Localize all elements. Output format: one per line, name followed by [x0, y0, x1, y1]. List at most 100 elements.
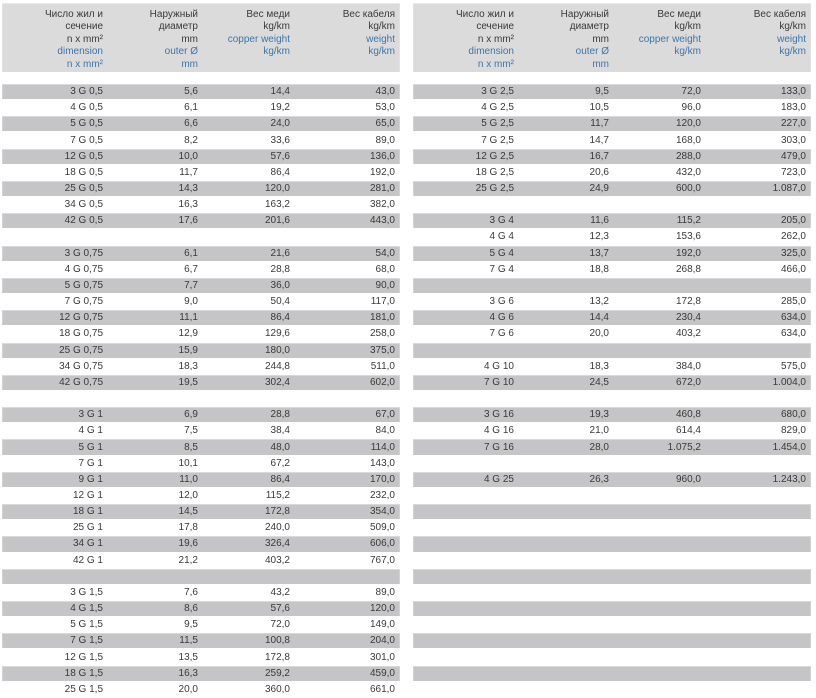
cell-outer-diameter: 10,0 [178, 150, 198, 162]
table-row: 7 G 10 24,5 672,0 1.004,0 [413, 374, 811, 391]
table-header: Число жил и сечение n x mm² dimension n x mm… [2, 3, 400, 72]
table-row: 5 G 2,5 11,7 120,0 227,0 [413, 116, 811, 133]
cell-copper-weight: 21,6 [270, 247, 290, 259]
cell-copper-weight: 302,4 [264, 376, 290, 388]
cell-outer-diameter: 21,0 [589, 425, 609, 437]
header-label-ru: kg/km [368, 21, 395, 33]
empty-row [413, 601, 811, 618]
table-header: Число жил и сечение n x mm² dimension n x mm… [413, 3, 811, 72]
cell-cable-weight: 303,0 [780, 134, 806, 146]
header-label-en: n x mm² [477, 58, 514, 70]
table-row: 42 G 0,75 19,5 302,4 602,0 [2, 374, 400, 391]
cell-cable-weight: 680,0 [780, 409, 806, 421]
header-label-ru: сечение [476, 21, 514, 33]
cell-copper-weight: 460,8 [675, 409, 701, 421]
cell-outer-diameter: 20,6 [589, 166, 609, 178]
cell-copper-weight: 168,0 [675, 134, 701, 146]
cell-outer-diameter: 6,7 [184, 263, 198, 275]
table-row: 25 G 2,5 24,9 600,0 1.087,0 [413, 180, 811, 198]
cell-copper-weight: 86,4 [270, 473, 290, 485]
cell-outer-diameter: 14,4 [589, 312, 609, 324]
cell-cable-weight: 120,0 [369, 603, 395, 615]
table-row: 4 G 10 18,3 384,0 575,0 [413, 359, 811, 375]
table-row: 34 G 1 19,6 326,4 606,0 [2, 536, 400, 553]
cell-cable-weight: 1.004,0 [772, 376, 806, 388]
cell-dimension: 7 G 2,5 [481, 134, 514, 146]
header-label-en: kg/km [674, 46, 701, 58]
cell-dimension: 7 G 4 [489, 263, 514, 275]
cell-outer-diameter: 6,9 [184, 409, 198, 421]
table-row: 4 G 6 14,4 230,4 634,0 [413, 310, 811, 327]
cell-cable-weight: 511,0 [370, 360, 395, 372]
cell-outer-diameter: 24,9 [589, 183, 609, 195]
table-row: 12 G 0,5 10,0 57,6 136,0 [2, 148, 400, 165]
header-label-ru: Число жил и [44, 9, 103, 20]
table-row: 5 G 0,5 6,6 24,0 65,0 [2, 116, 400, 133]
cell-cable-weight: 117,0 [370, 296, 395, 308]
cell-dimension: 3 G 1 [78, 409, 103, 421]
table-row: 25 G 0,5 14,3 120,0 281,0 [2, 180, 400, 198]
cell-outer-diameter: 26,3 [589, 473, 609, 485]
cable-table-right: Число жил и сечение n x mm² dimension n x mm… [413, 3, 811, 698]
cell-copper-weight: 360,0 [264, 683, 290, 695]
table-row: 18 G 0,75 12,9 129,6 258,0 [2, 326, 400, 343]
table-row: 7 G 1,5 11,5 100,8 204,0 [2, 633, 400, 650]
cell-dimension: 3 G 0,5 [70, 86, 103, 98]
row-spacer [413, 649, 811, 665]
cell-dimension: 4 G 25 [483, 473, 514, 485]
cell-copper-weight: 86,4 [270, 166, 290, 178]
header-label-ru: Вес кабеля [753, 9, 806, 20]
table-row: 42 G 0,5 17,6 201,6 443,0 [2, 213, 400, 230]
cell-dimension: 18 G 0,5 [64, 166, 103, 178]
header-column: Вес меди kg/km copper weight kg/km [611, 9, 703, 72]
cell-dimension: 12 G 0,5 [64, 150, 103, 162]
table-row: 18 G 2,5 20,6 432,0 723,0 [413, 165, 811, 181]
cell-copper-weight: 244,8 [264, 360, 290, 372]
cell-outer-diameter: 18,8 [589, 263, 609, 275]
cell-outer-diameter: 18,3 [589, 360, 609, 372]
cell-cable-weight: 84,0 [375, 425, 395, 437]
header-label-en: n x mm² [66, 58, 103, 70]
cell-copper-weight: 163,2 [264, 199, 290, 211]
header-label-ru: Вес кабеля [342, 9, 395, 20]
cell-outer-diameter: 16,3 [178, 667, 198, 679]
cell-cable-weight: 89,0 [375, 586, 395, 598]
header-label-en: dimension [57, 46, 103, 58]
table-row: 25 G 1 17,8 240,0 509,0 [2, 520, 400, 537]
cell-cable-weight: 443,0 [369, 215, 395, 227]
cell-cable-weight: 723,0 [780, 166, 806, 178]
cell-cable-weight: 170,0 [369, 473, 395, 485]
row-spacer [2, 391, 400, 407]
cell-dimension: 18 G 0,75 [59, 328, 103, 340]
cell-cable-weight: 382,0 [369, 199, 395, 211]
header-column: Вес кабеля kg/km weight kg/km [703, 9, 808, 72]
cell-dimension: 5 G 0,5 [70, 118, 103, 130]
cell-cable-weight: 1.087,0 [772, 183, 806, 195]
cell-outer-diameter: 11,5 [179, 635, 198, 647]
cell-cable-weight: 204,0 [369, 635, 395, 647]
cell-cable-weight: 232,0 [369, 489, 395, 501]
cell-outer-diameter: 13,7 [589, 247, 609, 259]
table-row: 3 G 0,75 6,1 21,6 54,0 [2, 245, 400, 262]
header-label-en: kg/km [368, 46, 395, 58]
header-column: Вес кабеля kg/km weight kg/km [292, 9, 397, 72]
cell-dimension: 7 G 16 [483, 441, 514, 453]
cell-dimension: 3 G 6 [489, 296, 514, 308]
header-label-ru: Вес меди [246, 9, 290, 20]
cell-outer-diameter: 14,3 [178, 183, 198, 195]
cell-dimension: 5 G 1 [78, 441, 103, 453]
cell-copper-weight: 120,0 [675, 118, 701, 130]
cell-cable-weight: 65,0 [375, 118, 395, 130]
empty-row [413, 277, 811, 295]
cell-dimension: 18 G 1,5 [64, 667, 103, 679]
cell-outer-diameter: 21,2 [178, 554, 198, 566]
cell-copper-weight: 614,4 [675, 425, 701, 437]
cell-outer-diameter: 6,1 [184, 247, 198, 259]
cell-outer-diameter: 8,5 [184, 441, 198, 453]
row-spacer [413, 585, 811, 601]
cell-dimension: 12 G 2,5 [475, 150, 514, 162]
table-row: 4 G 0,5 6,1 19,2 53,0 [2, 100, 400, 117]
table-row: 4 G 1,5 8,6 57,6 120,0 [2, 601, 400, 618]
